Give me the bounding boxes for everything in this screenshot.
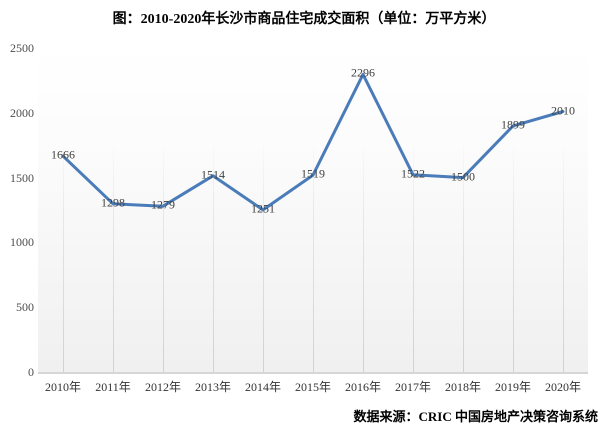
y-tick-label: 1000: [10, 235, 34, 250]
x-tick-label: 2010年: [44, 380, 81, 394]
y-tick-label: 2000: [10, 105, 34, 120]
data-source-note: 数据来源：CRIC 中国房地产决策咨询系统: [353, 409, 598, 424]
x-tick-label: 2017年: [394, 380, 431, 394]
x-tick-label: 2012年: [144, 380, 181, 394]
x-tick-label: 2014年: [244, 380, 281, 394]
data-point-label: 1298: [101, 195, 125, 210]
vertical-gridline: [312, 48, 314, 372]
data-point-label: 2296: [351, 65, 375, 80]
data-point-label: 1514: [201, 167, 225, 182]
vertical-gridline: [112, 48, 114, 372]
data-point-label: 1279: [151, 197, 175, 212]
x-tick-label: 2015年: [294, 380, 331, 394]
x-tick-label: 2013年: [194, 380, 231, 394]
data-point-label: 2010: [551, 103, 575, 117]
data-point-label: 1899: [501, 117, 525, 132]
x-tick-label: 2020年: [544, 380, 581, 394]
y-tick-label: 500: [16, 300, 34, 315]
vertical-gridline: [462, 48, 464, 372]
x-tick-label: 2018年: [444, 380, 481, 394]
data-point-label: 1519: [301, 166, 325, 181]
x-tick-label: 2011年: [95, 380, 131, 394]
data-point-label: 1500: [451, 169, 475, 184]
y-tick-label: 1500: [10, 170, 34, 185]
vertical-gridline: [212, 48, 214, 372]
vertical-gridline: [412, 48, 414, 372]
data-point-label: 1251: [251, 201, 275, 216]
data-point-label: 1522: [401, 166, 425, 181]
vertical-gridline: [62, 48, 64, 372]
y-tick-label: 0: [28, 365, 34, 379]
vertical-gridline: [162, 48, 164, 372]
vertical-gridline: [512, 48, 514, 372]
series-line: [61, 72, 565, 212]
y-tick-label: 2500: [10, 41, 34, 55]
vertical-gridline: [562, 48, 564, 372]
vertical-gridline: [362, 48, 364, 372]
x-tick-label: 2016年: [344, 380, 381, 394]
x-tick-label: 2019年: [494, 380, 531, 394]
chart-title: 图：2010-2020年长沙市商品住宅成交面积（单位：万平方米）: [112, 12, 496, 27]
data-point-label: 1666: [51, 147, 75, 162]
